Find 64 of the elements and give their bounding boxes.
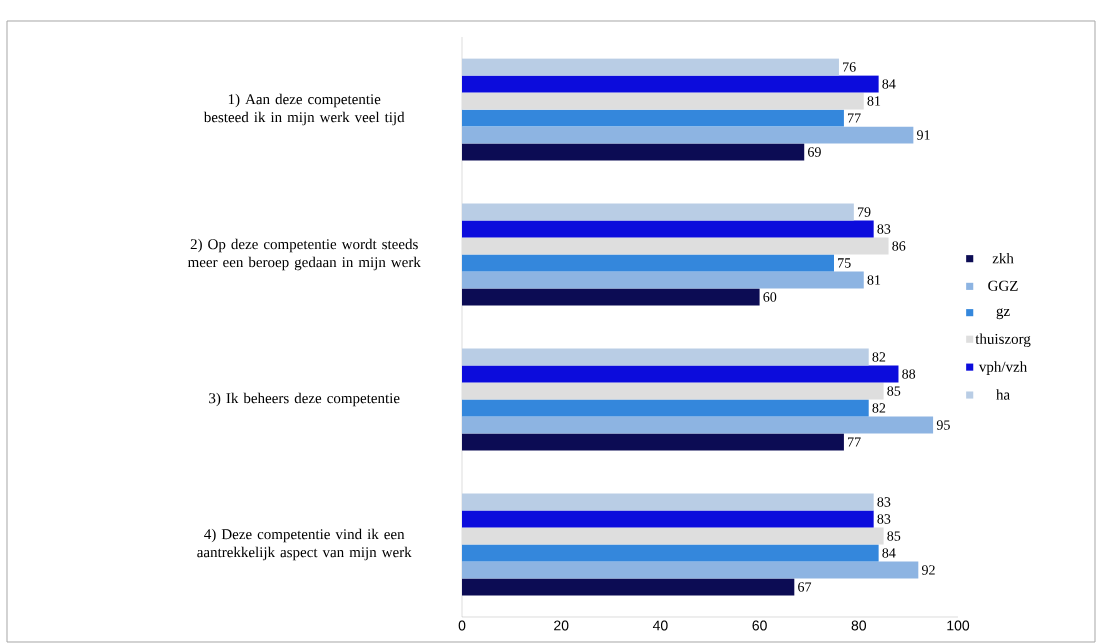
data-label: 95: [936, 420, 950, 430]
y-tick-label: 3) Ik beheers deze competentie: [209, 392, 400, 407]
y-tick-label: 4) Deze competentie vind ik een aantrekkelijk aspect van mijn werk: [197, 528, 412, 561]
bar: [462, 271, 864, 289]
legend-label: thuiszorg: [975, 333, 1031, 348]
bar: [462, 561, 919, 579]
data-label: 82: [872, 403, 886, 413]
data-label: 83: [877, 497, 891, 507]
bar: [462, 58, 839, 76]
data-label: 92: [921, 565, 935, 575]
bar: [462, 143, 805, 161]
data-label: 75: [838, 258, 851, 268]
data-label: 76: [843, 62, 856, 72]
bar: [462, 544, 879, 562]
data-label: 83: [877, 224, 891, 234]
bar: [462, 288, 760, 306]
bar: [462, 399, 869, 417]
bar: [462, 493, 874, 511]
y-tick-label: 2) Op deze competentie wordt steeds meer een beroep gedaan in mijn werk: [187, 238, 421, 271]
legend-label: ha: [996, 389, 1010, 400]
data-label: 85: [887, 386, 901, 396]
data-label: 77: [848, 113, 861, 123]
bar: [462, 92, 864, 110]
bar: [462, 254, 834, 272]
data-label: 67: [798, 582, 812, 592]
bar: [462, 365, 899, 383]
data-label: 88: [902, 369, 916, 379]
legend-label: zkh: [992, 252, 1014, 264]
data-label: 60: [763, 292, 777, 302]
data-label: 81: [867, 275, 881, 285]
bar: [462, 578, 795, 596]
x-tick-label: 0: [458, 620, 466, 631]
bar: [462, 237, 889, 255]
bar: [462, 433, 844, 451]
data-label: 69: [808, 147, 821, 157]
data-label: 81: [867, 96, 881, 106]
x-tick-label: 100: [947, 620, 970, 631]
x-tick-label: 20: [554, 620, 569, 631]
legend-label: GGZ: [988, 280, 1018, 291]
bar: [462, 75, 879, 93]
bar: [462, 510, 874, 528]
bar: [462, 416, 934, 434]
data-label: 79: [857, 207, 871, 217]
data-label: 91: [917, 130, 930, 140]
data-label: 85: [887, 531, 901, 541]
bar: [462, 220, 874, 238]
data-label: 84: [882, 79, 896, 89]
bar: [462, 203, 854, 221]
legend-label: gz: [996, 308, 1010, 320]
x-tick-label: 80: [851, 620, 867, 631]
data-label: 83: [877, 514, 891, 524]
bar: [462, 126, 914, 144]
y-tick-label: 1) Aan deze competentie besteed ik in mijn werk veel tijd: [203, 93, 405, 126]
x-tick-label: 40: [652, 620, 668, 631]
bar: [462, 527, 884, 545]
data-label: 86: [892, 241, 906, 251]
data-label: 82: [872, 352, 886, 362]
bar: [462, 109, 844, 127]
data-label: 77: [848, 437, 861, 447]
data-label: 84: [882, 548, 896, 558]
x-tick-label: 60: [752, 620, 767, 631]
bar: [462, 348, 869, 366]
legend-label: vph/vzh: [978, 361, 1027, 375]
bar: [462, 382, 884, 400]
